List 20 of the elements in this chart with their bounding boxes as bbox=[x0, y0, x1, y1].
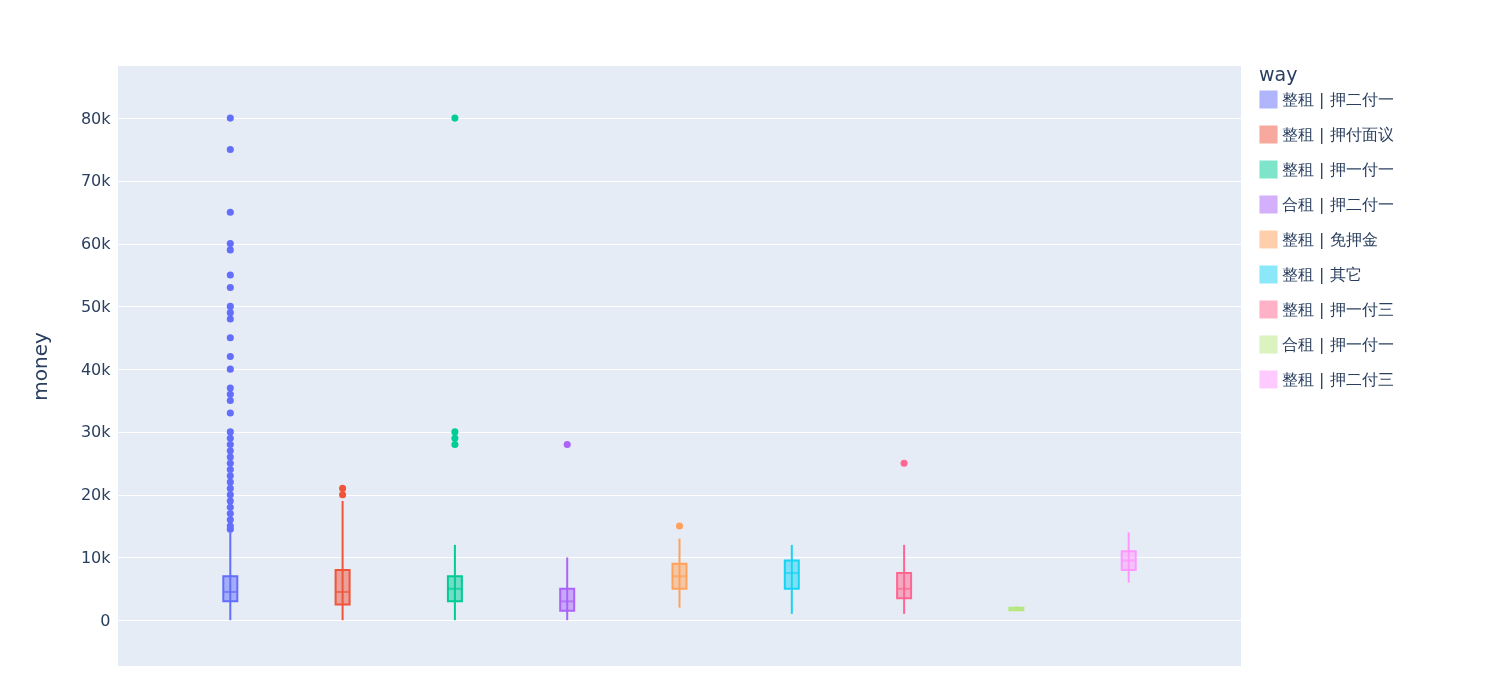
legend-label: 整租 | 押付面议 bbox=[1282, 124, 1394, 144]
legend-label: 合租 | 押二付一 bbox=[1282, 194, 1394, 214]
y-tick-label: 20k bbox=[80, 485, 112, 505]
legend-label: 整租 | 押一付一 bbox=[1282, 159, 1394, 179]
y-axis-title: money bbox=[27, 332, 52, 401]
legend-label: 整租 | 押二付一 bbox=[1282, 89, 1394, 109]
y-tick-label: 60k bbox=[80, 234, 112, 254]
legend-label: 整租 | 其它 bbox=[1282, 264, 1362, 284]
y-tick-label: 50k bbox=[80, 296, 112, 316]
y-tick-label: 30k bbox=[80, 422, 112, 442]
y-tick-label: 10k bbox=[80, 547, 112, 567]
legend-title: way bbox=[1259, 63, 1298, 85]
legend-label: 整租 | 免押金 bbox=[1282, 229, 1378, 249]
y-tick-label: 80k bbox=[80, 108, 112, 128]
legend-label: 整租 | 押二付三 bbox=[1282, 369, 1394, 389]
legend-label: 整租 | 押一付三 bbox=[1282, 299, 1394, 319]
legend-label: 合租 | 押一付一 bbox=[1282, 334, 1394, 354]
y-tick-label: 0 bbox=[100, 610, 111, 630]
y-tick-label: 70k bbox=[80, 171, 112, 191]
y-tick-label: 40k bbox=[80, 359, 112, 379]
